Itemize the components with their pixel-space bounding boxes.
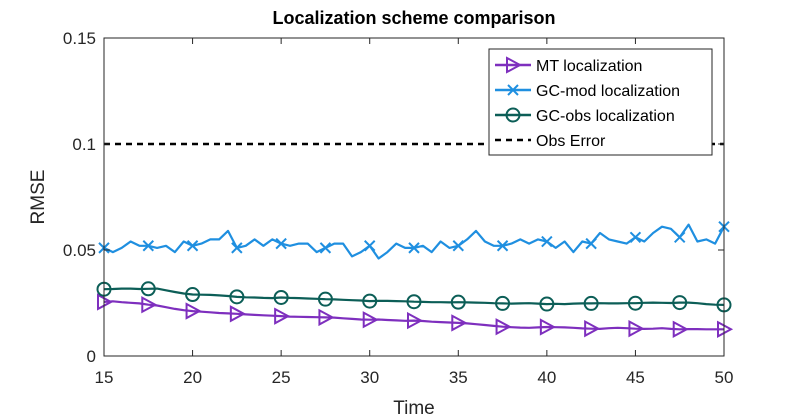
circle-marker [362,293,378,309]
legend-label: GC-obs localization [536,108,675,125]
series-layer [96,142,734,338]
circle-marker [140,281,156,297]
triangle-marker [229,305,246,323]
gc-obs-localization-line [103,287,725,306]
circle-marker [583,295,599,311]
x-tick-label: 15 [95,368,114,387]
triangle-marker [362,311,379,329]
x-marker [507,84,519,96]
x-marker [674,231,686,243]
y-axis-label: RMSE [28,170,49,225]
x-tick-label: 25 [272,368,291,387]
circle-marker [406,294,422,310]
y-tick-label: 0.15 [63,29,96,48]
x-tick-label: 50 [715,368,734,387]
y-tick-label: 0.1 [72,135,96,154]
x-tick-label: 20 [183,368,202,387]
x-marker [275,237,287,250]
circle-marker [627,295,643,311]
legend-entry-mt-localization: MT localization [495,56,642,75]
triangle-marker [672,320,689,338]
triangle-marker [141,296,158,314]
chart-title: Localization scheme comparison [272,8,555,28]
circle-marker [672,295,688,311]
axes-box [103,37,725,357]
triangle-marker [495,318,512,336]
x-tick-label: 40 [537,368,556,387]
x-marker [629,231,642,243]
legend-box [488,48,713,156]
legend-entry-gc-obs-localization: GC-obs localization [495,107,675,125]
legend-label: Obs Error [536,133,606,150]
x-tick-label: 30 [360,368,379,387]
circle-marker [539,296,555,312]
legend-label: GC-mod localization [536,83,680,100]
x-tick-label: 35 [449,368,468,387]
legend: MT localization GC-mod localization GC-obs… [488,48,713,156]
triangle-marker [185,302,202,320]
x-axis-label: Time [393,398,435,419]
x-marker [408,242,420,254]
triangle-marker [628,319,645,338]
circle-marker [185,287,201,303]
triangle-marker [318,308,335,327]
circle-marker [505,107,521,123]
circle-marker [495,295,511,311]
triangle-marker [274,307,291,325]
mt-localization-line [103,300,724,331]
x-tick-label: 45 [626,368,645,387]
legend-label: MT localization [536,58,642,75]
triangle-marker [451,314,468,332]
triangle-marker [539,318,556,336]
triangle-marker [584,319,601,338]
circle-marker [229,289,245,305]
x-marker [186,240,199,252]
legend-entry-obs-error: Obs Error [495,133,606,150]
axes: 15 20 25 30 35 40 45 50 0 0.05 0.1 0.15 [63,29,734,387]
circle-marker [450,294,466,310]
x-marker [496,240,509,252]
x-marker [452,240,464,252]
triangle-marker [506,56,523,74]
y-tick-label: 0.05 [63,241,96,260]
y-tick-label: 0 [87,347,96,366]
x-marker [364,240,376,252]
x-marker [585,237,597,250]
x-marker [541,235,553,248]
x-marker [319,242,332,254]
legend-entry-gc-mod-localization: GC-mod localization [495,83,680,100]
triangle-marker [407,311,424,330]
x-marker [142,240,154,252]
circle-marker [273,289,289,305]
x-marker [231,242,243,254]
circle-marker [317,291,333,307]
